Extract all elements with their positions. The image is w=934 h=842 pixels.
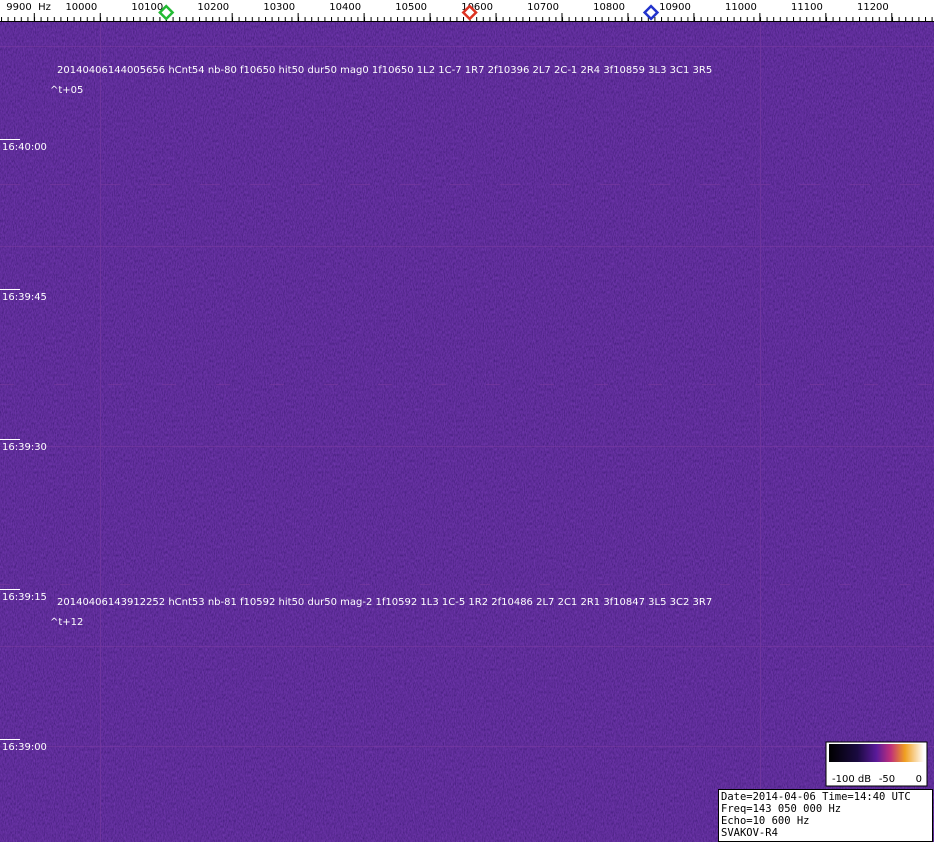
info-line: Freq=143 050 000 Hz bbox=[721, 803, 841, 815]
tick-label: 11200 bbox=[857, 2, 889, 13]
tick-label: 10800 bbox=[593, 2, 625, 13]
marker bbox=[642, 4, 660, 21]
info-line: Echo=10 600 Hz bbox=[721, 815, 810, 827]
info-box bbox=[718, 789, 933, 842]
time-label: 16:39:45 bbox=[2, 292, 47, 303]
tick-label: 10400 bbox=[329, 2, 361, 13]
tick-label: 10700 bbox=[527, 2, 559, 13]
marker bbox=[461, 4, 478, 21]
tick-label: 10200 bbox=[197, 2, 229, 13]
tick-label: 10300 bbox=[263, 2, 295, 13]
time-label: 16:40:00 bbox=[2, 142, 47, 153]
tick-label: 11000 bbox=[725, 2, 757, 13]
colorbar-label: -100 dB bbox=[832, 774, 871, 785]
marker bbox=[158, 4, 175, 21]
colorbar-label: 0 bbox=[916, 774, 922, 785]
colorbar-label: -50 bbox=[879, 774, 895, 785]
time-label: 16:39:30 bbox=[2, 442, 47, 453]
tick-label: 9900 Hz bbox=[6, 2, 51, 13]
tick-label: 10000 bbox=[65, 2, 97, 13]
detection-offset: ^t+12 bbox=[50, 617, 83, 628]
stripes bbox=[0, 22, 934, 842]
detection-text: 20140406143912252 hCnt53 nb-81 f10592 hi… bbox=[57, 597, 712, 608]
colorbar bbox=[829, 744, 924, 762]
tick-label: 10500 bbox=[395, 2, 427, 13]
tick-label: 11100 bbox=[791, 2, 823, 13]
detection-text: 20140406144005656 hCnt54 nb-80 f10650 hi… bbox=[57, 65, 712, 76]
tick-label: 10900 bbox=[659, 2, 691, 13]
info-line: SVAKOV-R4 bbox=[721, 827, 778, 839]
time-label: 16:39:00 bbox=[2, 742, 47, 753]
time-label: 16:39:15 bbox=[2, 592, 47, 603]
spectrogram-noise bbox=[0, 22, 934, 842]
tick-label: 10100 bbox=[131, 2, 163, 13]
info-line: Date=2014-04-06 Time=14:40 UTC bbox=[721, 791, 911, 803]
detection-offset: ^t+05 bbox=[50, 85, 83, 96]
tick-label: 10600 bbox=[461, 2, 493, 13]
